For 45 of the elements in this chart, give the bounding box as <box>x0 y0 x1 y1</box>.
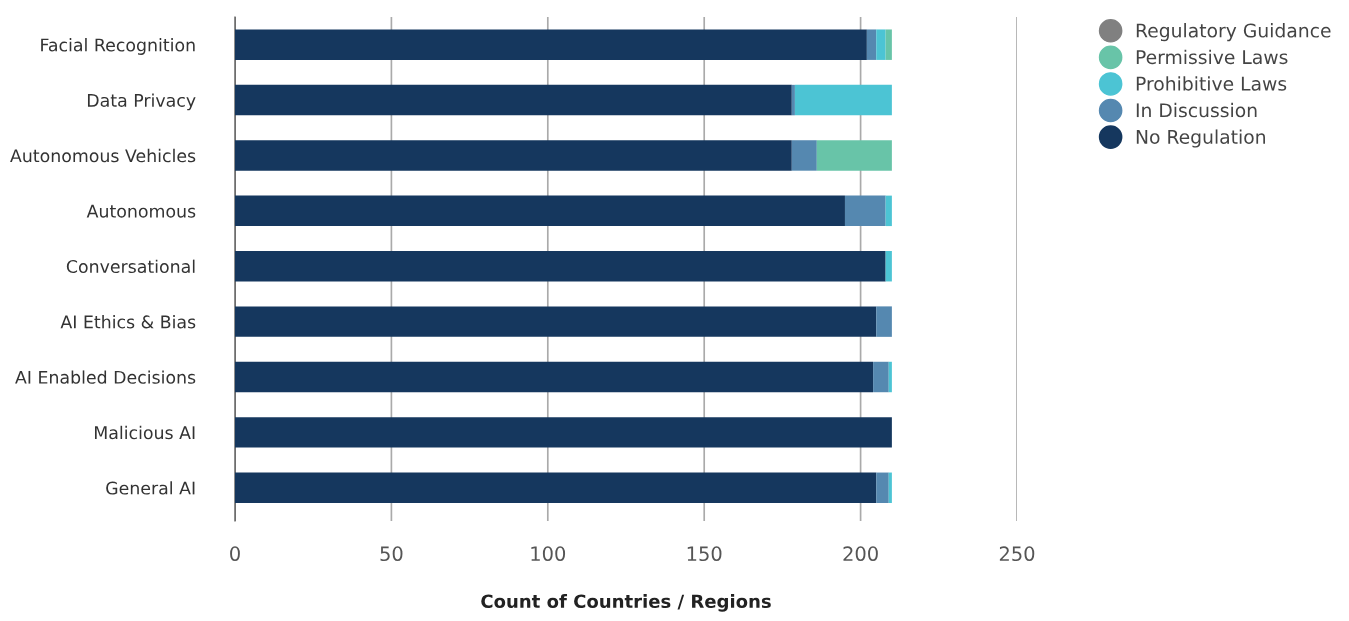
bar <box>235 417 892 448</box>
y-tick-label: Malicious AI <box>95 425 195 440</box>
bar <box>873 361 889 393</box>
legend-label: Prohibitive Laws <box>1136 76 1287 91</box>
bar <box>866 29 877 60</box>
bar <box>235 29 867 60</box>
y-tick-label: Data Privacy <box>87 93 196 111</box>
bar <box>885 29 892 60</box>
y-tick-label: Facial Recognition <box>41 38 195 55</box>
x-tick-label: 200 <box>843 546 878 562</box>
bar <box>885 195 892 227</box>
bar <box>235 84 792 116</box>
bar <box>844 195 886 227</box>
bar <box>888 361 892 393</box>
y-tick-label: AI Enabled Decisions <box>15 370 196 384</box>
bar <box>791 84 795 116</box>
x-tick-label: 150 <box>687 546 722 562</box>
bar <box>888 472 892 503</box>
x-axis-title: Count of Countries / Regions <box>481 594 771 612</box>
y-tick-label: Autonomous <box>86 204 196 218</box>
legend-label: Regulatory Guidance <box>1136 23 1331 42</box>
legend-label: In Discussion <box>1136 102 1257 118</box>
x-tick-label: 100 <box>531 546 566 562</box>
bar <box>235 472 877 503</box>
bar <box>876 472 889 503</box>
bar <box>235 195 845 227</box>
bar <box>816 140 892 171</box>
x-tick-label: 250 <box>999 546 1035 562</box>
bar <box>235 361 874 393</box>
y-tick-label: General AI <box>106 481 195 495</box>
legend-label: Permissive Laws <box>1136 49 1288 65</box>
y-tick-label: Conversational <box>66 259 195 274</box>
y-tick-label: Autonomous Vehicles <box>10 148 196 163</box>
bar <box>885 251 892 282</box>
bar <box>791 140 817 171</box>
x-tick-label: 50 <box>380 546 403 562</box>
bar <box>235 140 792 171</box>
bar <box>876 29 886 60</box>
bar <box>794 84 892 116</box>
legend-label: No Regulation <box>1136 129 1265 148</box>
x-tick-label: 0 <box>230 546 240 562</box>
bar <box>235 306 877 337</box>
y-tick-label: AI Ethics & Bias <box>60 315 196 329</box>
bar <box>235 251 886 282</box>
bar <box>876 306 892 337</box>
